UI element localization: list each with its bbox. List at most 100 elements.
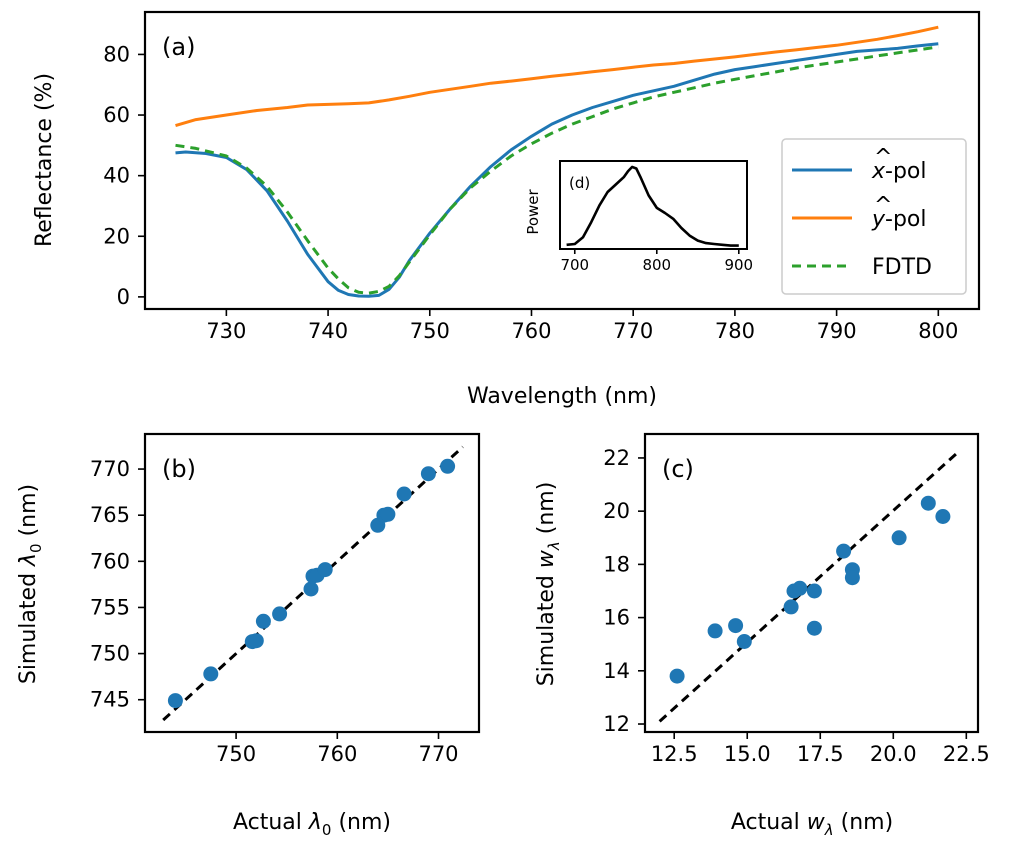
panel-b-x-tick-label: 750 [216,742,256,766]
panel-d-x-tick-label: 800 [642,256,671,274]
legend-hat-accent: ^ [874,145,892,170]
panel-c-x-label-subscript: λ [824,821,834,839]
panel-b-y-tick-label: 755 [90,595,130,619]
panel-c-x-label-symbol: w [807,810,826,835]
panel-a-x-tick-label: 740 [308,319,348,343]
panel-b-x-label-suffix: (nm) [331,810,391,835]
panel-c-y-label-suffix: (nm) [534,482,559,542]
panel-b-y-tick-label: 745 [90,688,130,712]
panel-c-data-point [669,668,685,684]
panel-c-axes-frame [643,432,980,734]
panel-a-y-tick-label: 40 [103,164,130,188]
panel-b-x-axis-label: Actual λ0 (nm) [233,810,391,839]
legend-label-suffix: -pol [885,159,926,184]
panel-b-data-point [255,613,271,629]
panel-c-data-point [783,599,799,615]
panel-b-y-label-suffix: (nm) [16,484,41,544]
panel-c-label: (c) [662,455,694,483]
panel-b-axes-frame [143,432,481,734]
panel-c-x-tick-label: 17.5 [797,742,844,766]
panel-d-axes-frame [559,160,748,250]
panel-c-y-tick-label: 14 [603,659,630,683]
legend-hat-accent: ^ [874,193,892,218]
panel-b-label: (b) [162,455,196,483]
panel-b-data-point [380,506,396,522]
panel-a-x-tick-label: 770 [613,319,653,343]
panel-b-y-label-prefix: Simulated [16,566,41,684]
panel-b-x-tick-label: 760 [317,742,357,766]
panel-a-x-tick-label: 750 [410,319,450,343]
panel-c-data-point [707,623,723,639]
panel-a-ticks: 730 740 750 760 770 780 790 800 0 20 40 60 80 [103,42,958,343]
panel-c-x-label-prefix: Actual [731,810,807,835]
panel-a-y-tick-label: 20 [103,224,130,248]
panel-c-y-label-subscript: λ [545,541,563,551]
panel-c-data-point [836,543,852,559]
panel-d-series-group [566,165,739,247]
panel-d-y-axis-label: Power [524,188,542,234]
panel-d-ticks: 700 800 900 [560,249,753,274]
panel-c-data-point [891,530,907,546]
panel-d-x-tick-label: 900 [724,256,753,274]
panel-a-axes-frame [143,10,981,311]
panel-b-data-point [203,666,219,682]
panel-c-data-point [920,495,936,511]
panel-c-y-tick-label: 16 [603,606,630,630]
panel-a-legend: x-pol^y-pol^FDTD [781,138,967,295]
panel-b-y-axis-label: Simulated λ0 (nm) [16,484,45,684]
panel-b-data-point [396,486,412,502]
panel-b-data-point [420,466,436,482]
legend-label-1: x-pol [871,159,927,184]
panel-c-y-label-prefix: Simulated [534,568,559,686]
panel-c-x-label-suffix: (nm) [834,810,894,835]
legend-label-main: x [871,159,886,184]
panel-b-ticks: 750 760 770 745 750 755 760 765 770 [90,457,459,766]
panel-c-x-tick-label: 12.5 [651,742,698,766]
legend-label-3: FDTD [872,255,932,280]
panel-c-y-axis-label: Simulated wλ (nm) [534,482,563,687]
panel-a-series-group [175,25,939,298]
panel-a-label: (a) [162,33,195,61]
panel-b-y-tick-label: 750 [90,642,130,666]
panel-b-data-point [272,606,288,622]
panel-a-x-tick-label: 760 [511,319,551,343]
panel-b-data-point [317,562,333,578]
panel-c-y-tick-label: 18 [603,552,630,576]
panel-c-ticks: 12.5 15.0 17.5 20.0 22.5 12 14 16 18 20 22 [603,446,989,766]
panel-a-series-line-3 [175,45,939,295]
panel-b-x-label-symbol: λ [308,810,322,835]
panel-d-label: (d) [569,174,590,192]
legend-label-main: y [871,207,886,232]
panel-c-data-point [806,583,822,599]
panel-a-y-tick-label: 60 [103,103,130,127]
legend-box [781,138,967,295]
panel-c-y-label-symbol: w [534,549,559,568]
panel-a-y-axis-label: Reflectance (%) [32,73,57,247]
panel-b-x-label-subscript: 0 [322,821,332,839]
panel-b-data-point [303,581,319,597]
panel-b-y-label-symbol: λ [16,553,41,567]
panel-c-y-tick-label: 20 [603,499,630,523]
legend-label-2: y-pol [871,207,927,232]
panel-a-reflectance-plot: 730 740 750 760 770 780 790 800 0 20 40 60 80 (a) Wa… [32,10,981,409]
panel-c-data-point [792,580,808,596]
panel-c-y-tick-label: 12 [603,712,630,736]
panel-c-x-tick-label: 22.5 [943,742,990,766]
panel-c-data-point [728,618,744,634]
panel-c-x-tick-label: 20.0 [870,742,917,766]
legend-label-main: FDTD [872,255,932,280]
panel-d-inset-power-plot: 700 800 900 (d) Power [524,160,753,274]
panel-a-x-tick-label: 800 [918,319,958,343]
legend-label-suffix: -pol [885,207,926,232]
panel-b-lambda-scatter: 750 760 770 745 750 755 760 765 770 (b) Actual λ… [16,432,481,839]
panel-b-data-point [440,458,456,474]
panel-a-x-tick-label: 730 [206,319,246,343]
panel-c-data-point [736,634,752,649]
panel-a-series-line-1 [175,42,939,298]
panel-b-y-label-subscript: 0 [27,543,45,553]
panel-b-data-point [167,693,183,709]
panel-a-y-tick-label: 80 [103,42,130,66]
panel-b-y-tick-label: 770 [90,457,130,481]
panel-d-power-line [566,165,739,247]
